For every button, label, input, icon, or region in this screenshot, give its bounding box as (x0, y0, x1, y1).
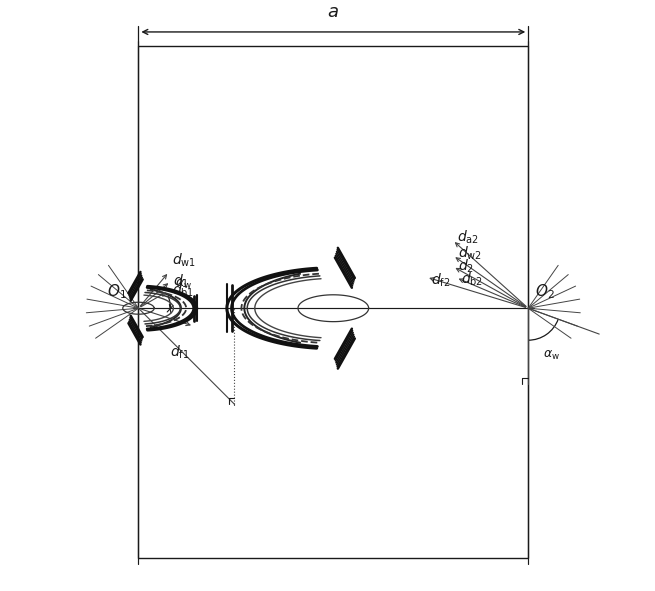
Text: $\alpha_{\mathrm{w}}$: $\alpha_{\mathrm{w}}$ (174, 278, 191, 291)
Text: $d_{\mathrm{w2}}$: $d_{\mathrm{w2}}$ (458, 245, 481, 262)
Text: $d_{\mathrm{b2}}$: $d_{\mathrm{b2}}$ (460, 271, 483, 288)
Text: $d_{\mathrm{f1}}$: $d_{\mathrm{f1}}$ (170, 343, 190, 361)
Text: $d_2$: $d_2$ (458, 258, 474, 275)
Text: $d_{\mathrm{b1}}$: $d_{\mathrm{b1}}$ (172, 282, 194, 300)
Text: $d_{\mathrm{f2}}$: $d_{\mathrm{f2}}$ (431, 272, 451, 289)
Text: $a$: $a$ (328, 4, 339, 21)
Text: $\alpha_{\mathrm{w}}$: $\alpha_{\mathrm{w}}$ (543, 349, 560, 362)
Text: $d_{\mathrm{a2}}$: $d_{\mathrm{a2}}$ (457, 229, 479, 246)
Text: $O_1$: $O_1$ (107, 282, 127, 301)
Text: $d_{\mathrm{w1}}$: $d_{\mathrm{w1}}$ (172, 251, 196, 269)
Text: $O_2$: $O_2$ (535, 282, 555, 301)
Text: $d_1$: $d_1$ (174, 272, 189, 290)
